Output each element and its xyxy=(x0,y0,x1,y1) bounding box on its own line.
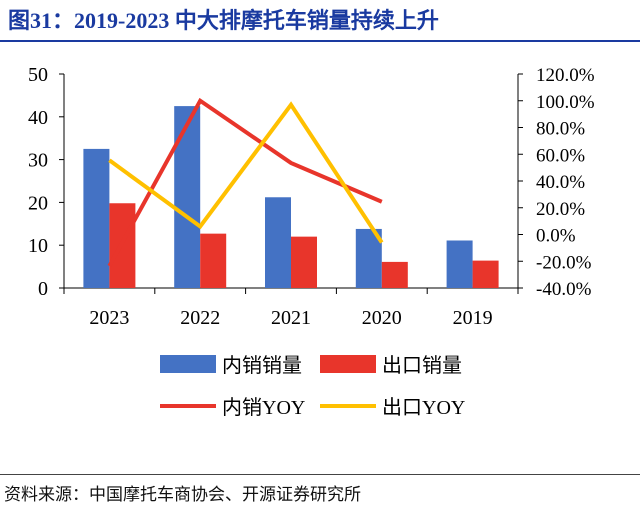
right-tick-label: 120.0% xyxy=(536,65,595,86)
source-divider xyxy=(0,474,640,475)
left-tick-label: 50 xyxy=(28,64,48,86)
left-tick-label: 30 xyxy=(28,150,48,172)
legend-label: 内销YOY xyxy=(222,396,305,419)
left-tick-label: 20 xyxy=(28,192,48,214)
bar-export xyxy=(472,260,499,288)
line-export-yoy xyxy=(108,101,384,244)
line-series xyxy=(107,97,384,267)
right-tick-label: 100.0% xyxy=(536,92,595,113)
x-category-label: 2019 xyxy=(453,307,493,329)
bar-domestic xyxy=(265,197,291,288)
title-divider xyxy=(0,40,640,42)
bar-domestic xyxy=(83,148,110,288)
combo-chart: 0 10 20 30 40 50 -40.0% -20.0% 0.0% 20.0% 40.0% 60… xyxy=(28,64,595,419)
x-category-label: 2022 xyxy=(180,307,220,329)
bar-domestic xyxy=(174,106,201,288)
line-domestic-yoy xyxy=(107,97,383,267)
legend-label: 内销销量 xyxy=(222,354,302,377)
bar-domestic xyxy=(446,240,473,288)
left-tick-label: 0 xyxy=(38,278,48,300)
legend-swatch xyxy=(160,355,216,373)
right-tick-label: 0.0% xyxy=(536,226,576,247)
x-category-label: 2023 xyxy=(89,307,129,329)
x-category-label: 2021 xyxy=(271,307,311,329)
right-tick-label: -40.0% xyxy=(536,279,592,300)
right-tick-label: 60.0% xyxy=(536,145,585,166)
right-tick-label: -20.0% xyxy=(536,252,592,273)
legend-label: 出口销量 xyxy=(382,354,462,377)
legend-swatch xyxy=(320,355,376,373)
bar-export xyxy=(381,261,408,288)
left-tick-label: 10 xyxy=(28,235,48,257)
bar-export xyxy=(291,236,317,288)
x-category-labels: 2023 2022 2021 2020 2019 xyxy=(63,288,519,329)
x-category-label: 2020 xyxy=(362,307,402,329)
left-tick-label: 40 xyxy=(28,107,48,129)
source-note: 资料来源：中国摩托车商协会、开源证券研究所 xyxy=(4,485,361,505)
right-tick-label: 40.0% xyxy=(536,172,585,193)
right-tick-label: 80.0% xyxy=(536,119,585,140)
legend-label: 出口YOY xyxy=(382,396,465,419)
right-tick-labels: -40.0% -20.0% 0.0% 20.0% 40.0% 60.0% 80.0% 100.… xyxy=(518,65,595,300)
figure-title: 图31：2019-2023 中大排摩托车销量持续上升 xyxy=(8,8,439,33)
right-tick-label: 20.0% xyxy=(536,199,585,220)
bar-export xyxy=(200,233,227,288)
left-tick-labels: 0 10 20 30 40 50 xyxy=(28,64,64,300)
